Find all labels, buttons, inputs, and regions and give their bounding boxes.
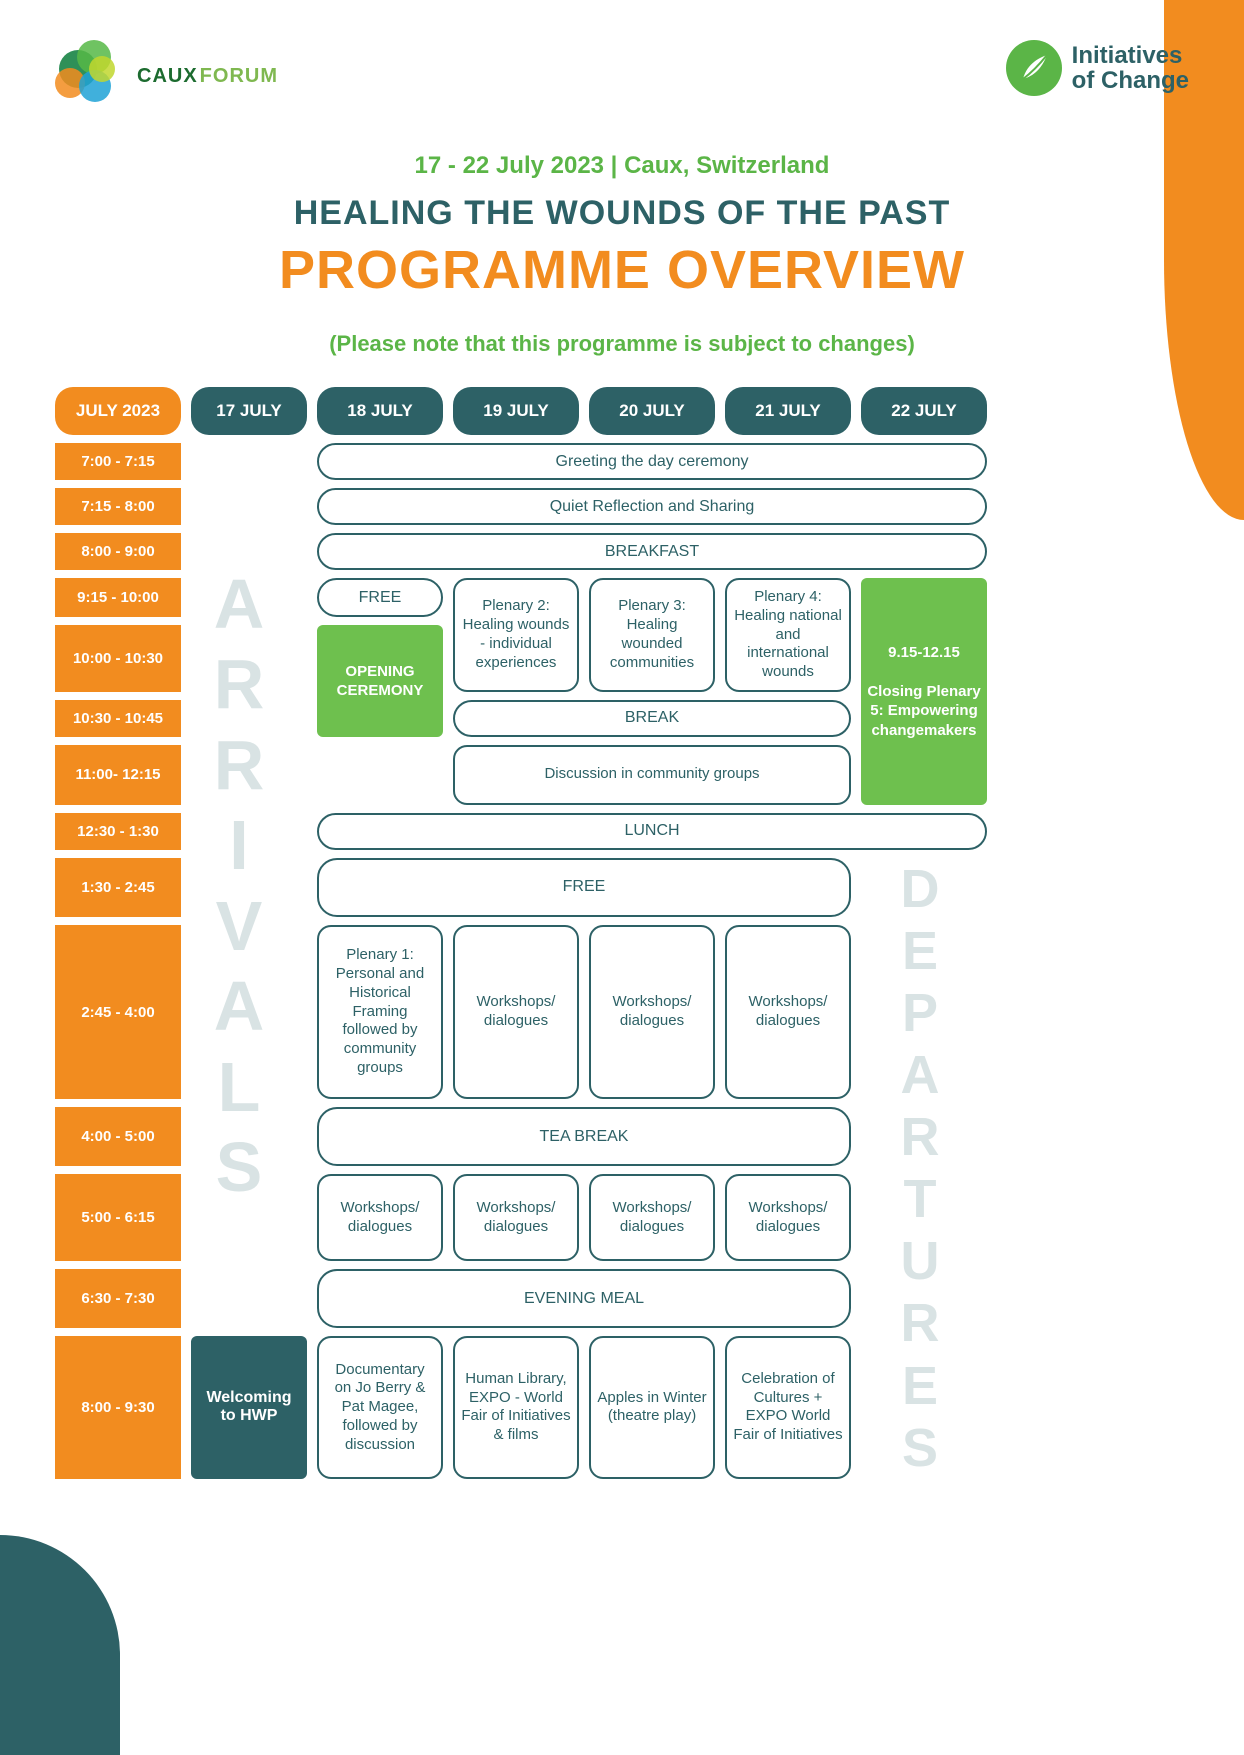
time-slot: 1:30 - 2:45 (55, 858, 181, 917)
evening-meal-cell: EVENING MEAL (317, 1269, 851, 1328)
title-block: 17 - 22 July 2023 | Caux, Switzerland HE… (55, 152, 1189, 357)
page-content: CAUXFORUM Initiatives of Change 17 - 22 … (0, 0, 1244, 1519)
caux-blob-icon (55, 40, 127, 112)
plenary4-cell: Plenary 4: Healing national and internat… (725, 578, 851, 692)
time-slot: 7:00 - 7:15 (55, 443, 181, 480)
workshops-cell: Workshops/ dialogues (725, 925, 851, 1099)
time-slot: 6:30 - 7:30 (55, 1269, 181, 1328)
ioc-text: Initiatives of Change (1072, 43, 1189, 93)
subtitle: HEALING THE WOUNDS OF THE PAST (55, 194, 1189, 233)
discussion-cell: Discussion in community groups (453, 745, 851, 805)
time-slot: 7:15 - 8:00 (55, 488, 181, 525)
welcoming-cell: Welcoming to HWP (191, 1336, 307, 1478)
main-title: PROGRAMME OVERVIEW (55, 239, 1189, 301)
time-slot: 8:00 - 9:30 (55, 1336, 181, 1478)
plenary2-cell: Plenary 2: Healing wounds - individual e… (453, 578, 579, 692)
ioc-logo: Initiatives of Change (1006, 40, 1189, 96)
tea-cell: TEA BREAK (317, 1107, 851, 1166)
ioc-leaf-icon (1006, 40, 1062, 96)
accent-bottom-left (0, 1535, 120, 1755)
breakfast-cell: BREAKFAST (317, 533, 987, 570)
header-day: 20 JULY (589, 387, 715, 435)
quiet-cell: Quiet Reflection and Sharing (317, 488, 987, 525)
time-slot: 11:00- 12:15 (55, 745, 181, 805)
arrivals-label: ARRIVALS (214, 564, 285, 1208)
workshops-cell: Workshops/ dialogues (453, 925, 579, 1099)
change-note: (Please note that this programme is subj… (55, 331, 1189, 357)
opening-ceremony-cell: OPENING CEREMONY (317, 625, 443, 736)
schedule-grid: JULY 2023 17 JULY 18 JULY 19 JULY 20 JUL… (55, 387, 1189, 1479)
greeting-cell: Greeting the day ceremony (317, 443, 987, 480)
celebration-cell: Celebration of Cultures + EXPO World Fai… (725, 1336, 851, 1478)
human-library-cell: Human Library, EXPO - World Fair of Init… (453, 1336, 579, 1478)
time-slot: 4:00 - 5:00 (55, 1107, 181, 1166)
documentary-cell: Documentary on Jo Berry & Pat Magee, fol… (317, 1336, 443, 1478)
caux-forum-logo: CAUXFORUM (55, 40, 278, 112)
dateline: 17 - 22 July 2023 | Caux, Switzerland (55, 152, 1189, 180)
time-slot: 12:30 - 1:30 (55, 813, 181, 850)
ioc-line2: of Change (1072, 68, 1189, 93)
header-day: 21 JULY (725, 387, 851, 435)
logo-row: CAUXFORUM Initiatives of Change (55, 40, 1189, 112)
ioc-line1: Initiatives (1072, 43, 1189, 68)
time-slot: 5:00 - 6:15 (55, 1174, 181, 1260)
workshops-cell: Workshops/ dialogues (725, 1174, 851, 1260)
header-day: 18 JULY (317, 387, 443, 435)
workshops-cell: Workshops/ dialogues (589, 925, 715, 1099)
workshops-cell: Workshops/ dialogues (453, 1174, 579, 1260)
free-cell: FREE (317, 578, 443, 617)
time-slot: 10:00 - 10:30 (55, 625, 181, 691)
lunch-cell: LUNCH (317, 813, 987, 850)
closing-plenary-cell: 9.15-12.15 Closing Plenary 5: Empowering… (861, 578, 987, 805)
time-slot: 2:45 - 4:00 (55, 925, 181, 1099)
arrivals-column: ARRIVALS (191, 443, 307, 1328)
header-day: 22 JULY (861, 387, 987, 435)
time-slot: 9:15 - 10:00 (55, 578, 181, 617)
header-day: 19 JULY (453, 387, 579, 435)
plenary1-cell: Plenary 1: Personal and Historical Frami… (317, 925, 443, 1099)
time-slot: 10:30 - 10:45 (55, 700, 181, 737)
apples-cell: Apples in Winter (theatre play) (589, 1336, 715, 1478)
departures-column: DEPARTURES (861, 858, 987, 1479)
caux-forum-text: CAUXFORUM (133, 65, 278, 88)
workshops-cell: Workshops/ dialogues (589, 1174, 715, 1260)
header-month: JULY 2023 (55, 387, 181, 435)
plenary3-cell: Plenary 3: Healing wounded communities (589, 578, 715, 692)
header-day: 17 JULY (191, 387, 307, 435)
break-cell: BREAK (453, 700, 851, 737)
free2-cell: FREE (317, 858, 851, 917)
time-slot: 8:00 - 9:00 (55, 533, 181, 570)
departures-label: DEPARTURES (901, 858, 948, 1479)
workshops-cell: Workshops/ dialogues (317, 1174, 443, 1260)
